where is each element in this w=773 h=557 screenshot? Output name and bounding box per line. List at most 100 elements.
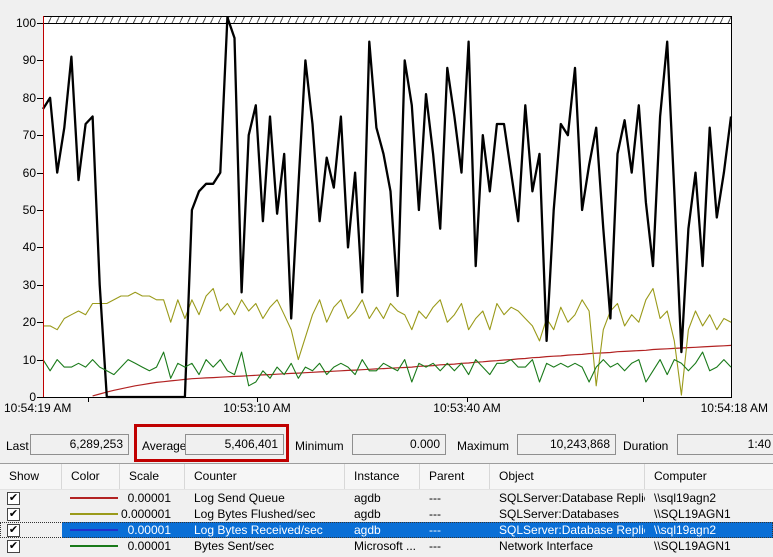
scale-cell: 0.00001 [120, 522, 185, 538]
parent-cell: --- [429, 491, 441, 505]
show-checkbox[interactable]: ✔ [7, 539, 20, 553]
counter-cell: Log Bytes Flushed/sec [194, 507, 316, 521]
show-cell: ✔ [0, 506, 62, 522]
y-axis-tick [37, 97, 43, 99]
y-axis-tick-label: 90 [22, 53, 36, 68]
x-axis-tick-label: 10:53:40 AM [433, 401, 501, 415]
show-checkbox[interactable]: ✔ [7, 523, 20, 537]
y-axis-tick [37, 172, 43, 174]
parent-cell: --- [429, 507, 441, 521]
counter-color-swatch [70, 513, 118, 515]
computer-cell: \\sql19agn2 [645, 522, 773, 538]
color-cell [62, 490, 120, 506]
legend-column-header-parent[interactable]: Parent [420, 464, 490, 489]
current-time-marker-line [43, 16, 44, 397]
y-axis-tick-label: 70 [22, 128, 36, 143]
legend-column-header-scale[interactable]: Scale [120, 464, 185, 489]
computer-cell: \\SQL19AGN1 [654, 539, 731, 553]
x-axis-tick [467, 398, 468, 402]
x-axis-tick-label: 10:54:18 AM [700, 401, 768, 415]
y-axis-tick-label: 10 [22, 352, 36, 367]
legend-column-header-counter[interactable]: Counter [185, 464, 345, 489]
series-line-log-bytes-received-sec [42, 16, 733, 399]
computer-cell: \\SQL19AGN1 [654, 507, 731, 521]
average-label: Average [142, 439, 187, 453]
scale-cell: 0.00001 [127, 491, 171, 505]
y-axis-tick [37, 359, 43, 361]
y-axis-tick [37, 23, 43, 24]
series-line-log-bytes-flushed-sec [43, 287, 732, 396]
duration-value-field: 1:40 [677, 434, 773, 455]
parent-cell: --- [420, 522, 490, 538]
y-axis-tick [37, 210, 43, 211]
legend-column-header-color[interactable]: Color [62, 464, 120, 489]
maximum-value-field: 10,243,868 [517, 434, 616, 455]
show-cell: ✔ [0, 490, 62, 506]
y-axis-tick-label: 80 [22, 90, 36, 105]
color-cell [62, 538, 120, 554]
legend-row-log-bytes-flushed-sec[interactable]: ✔ 0.000001 Log Bytes Flushed/sec agdb --- SQL… [0, 506, 773, 522]
computer-cell: \\sql19agn2 [654, 491, 717, 505]
scale-cell: 0.000001 [120, 507, 171, 521]
counter-color-swatch [70, 497, 118, 499]
instance-cell: agdb [354, 491, 381, 505]
legend-column-header-object[interactable]: Object [490, 464, 645, 489]
show-checkbox[interactable]: ✔ [7, 491, 20, 505]
legend-row-log-bytes-received-sec[interactable]: ✔ 0.00001 Log Bytes Received/sec agdb --- SQL… [0, 522, 773, 538]
y-axis-tick [37, 284, 43, 286]
minimum-value-field: 0.000 [352, 434, 446, 455]
performance-chart: 100 90 80 70 60 50 40 30 20 10 0 10:54:19 AM 10:53:… [4, 16, 768, 415]
last-label: Last [6, 439, 29, 453]
counter-legend-table: Show Color Scale Counter Instance Parent Objec… [0, 463, 773, 557]
chart-plot-area [42, 16, 733, 399]
legend-column-header-instance[interactable]: Instance [345, 464, 420, 489]
counter-cell: Log Bytes Received/sec [185, 522, 345, 538]
object-cell: SQLServer:Database Replica [499, 491, 645, 505]
legend-rows: ✔ 0.00001 Log Send Queue agdb --- SQLServer:D… [0, 490, 773, 554]
x-axis-tick-label: 10:54:19 AM [4, 401, 72, 415]
minimum-label: Minimum [295, 439, 344, 453]
instance-cell: agdb [345, 522, 420, 538]
color-cell [62, 506, 120, 522]
legend-row-bytes-sent-sec[interactable]: ✔ 0.00001 Bytes Sent/sec Microsoft ... --- Ne… [0, 538, 773, 554]
legend-row-log-send-queue[interactable]: ✔ 0.00001 Log Send Queue agdb --- SQLServer:D… [0, 490, 773, 506]
counter-color-swatch [70, 529, 118, 531]
y-axis-tick [37, 397, 43, 398]
y-axis-tick-label: 20 [22, 315, 36, 330]
color-cell [62, 522, 120, 538]
y-axis-tick [37, 247, 43, 249]
counter-cell: Bytes Sent/sec [194, 539, 275, 553]
instance-cell: agdb [354, 507, 381, 521]
show-checkbox[interactable]: ✔ [7, 507, 20, 521]
chart-overflow-hatch [43, 16, 731, 24]
duration-label: Duration [623, 439, 669, 453]
parent-cell: --- [429, 539, 441, 553]
x-axis-tick [257, 398, 258, 402]
y-axis-tick-label: 100 [15, 16, 36, 30]
y-axis-tick-label: 50 [22, 203, 36, 217]
chart-series-svg [42, 16, 733, 399]
show-cell: ✔ [0, 538, 62, 554]
legend-header-row: Show Color Scale Counter Instance Parent Objec… [0, 464, 773, 490]
legend-column-header-computer[interactable]: Computer [654, 469, 707, 483]
series-line-bytes-sent-sec [42, 351, 732, 387]
object-cell: SQLServer:Databases [499, 507, 620, 521]
y-axis-tick-label: 40 [22, 240, 36, 255]
x-axis-tick-label: 10:53:10 AM [223, 401, 291, 415]
y-axis-tick [37, 135, 43, 137]
last-value-field: 6,289,253 [30, 434, 129, 455]
counter-cell: Log Send Queue [194, 491, 285, 505]
scale-cell: 0.00001 [127, 539, 171, 553]
y-axis-tick [37, 60, 43, 62]
legend-column-header-show[interactable]: Show [0, 464, 62, 489]
instance-cell: Microsoft ... [354, 539, 417, 553]
x-axis-tick [643, 398, 644, 402]
show-cell: ✔ [0, 522, 62, 538]
object-cell: Network Interface [499, 539, 594, 553]
y-axis-tick [37, 322, 43, 324]
counter-color-swatch [70, 545, 118, 547]
average-value-field: 5,406,401 [185, 434, 284, 455]
y-axis-tick-label: 60 [22, 165, 36, 180]
x-axis-tick [88, 398, 89, 402]
y-axis-tick-label: 0 [29, 390, 36, 404]
